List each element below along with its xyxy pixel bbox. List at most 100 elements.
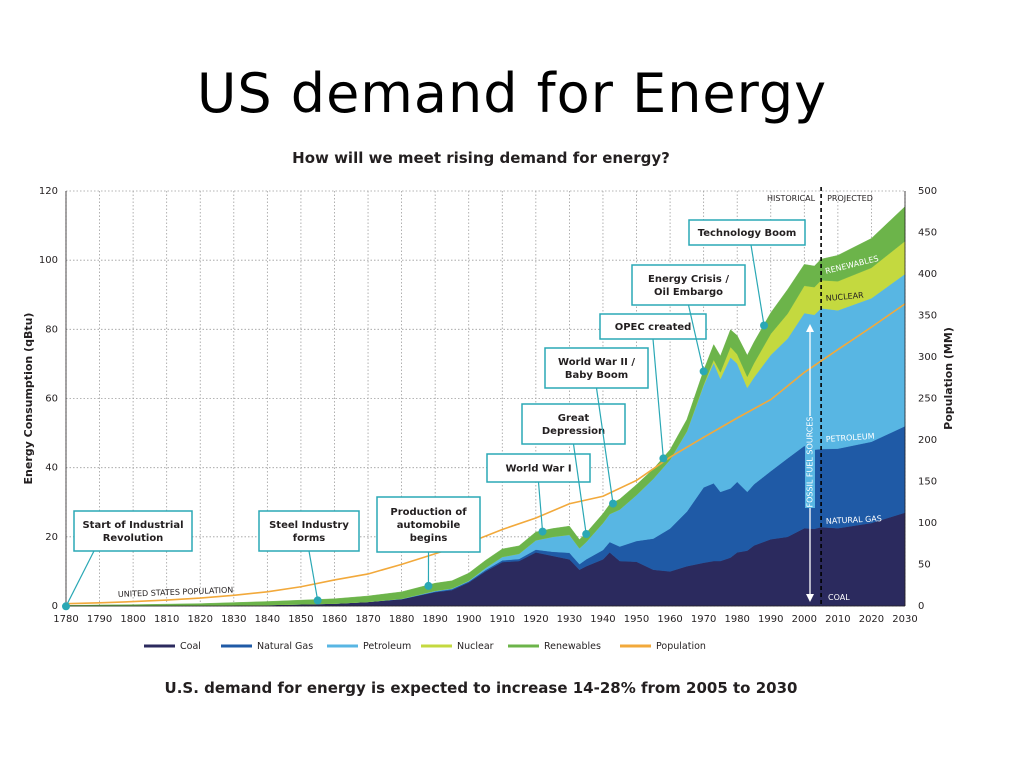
x-tick-label: 1890 bbox=[422, 614, 447, 625]
y-tick-label: 60 bbox=[45, 394, 58, 405]
callout-text: forms bbox=[293, 533, 326, 544]
callout-dot bbox=[760, 321, 769, 330]
x-tick-label: 1930 bbox=[557, 614, 582, 625]
y2-tick-label: 450 bbox=[918, 228, 937, 239]
callout-text: Start of Industrial bbox=[82, 520, 183, 531]
y-axis-title: Energy Consumption (qBtu) bbox=[22, 313, 35, 485]
petroleum-band-label: PETROLEUM bbox=[826, 432, 875, 444]
callout-dot bbox=[582, 530, 591, 539]
callout-dot bbox=[424, 581, 433, 590]
natural-gas-band-label: NATURAL GAS bbox=[826, 514, 882, 526]
legend-label: Coal bbox=[180, 641, 201, 652]
callout-dot bbox=[62, 602, 70, 611]
legend-item: Petroleum bbox=[327, 641, 411, 652]
population-line bbox=[65, 303, 906, 605]
callout-dot bbox=[659, 454, 668, 463]
callout-box bbox=[73, 510, 193, 552]
x-tick-label: 1820 bbox=[188, 614, 213, 625]
callout-box bbox=[486, 453, 591, 483]
callout-leader bbox=[572, 443, 587, 535]
callout-text: World War II / bbox=[558, 357, 635, 368]
callout-box bbox=[521, 403, 626, 445]
y2-tick-label: 250 bbox=[918, 394, 937, 405]
x-tick-label: 1790 bbox=[87, 614, 112, 625]
callout-box bbox=[258, 510, 360, 552]
callout: World War I bbox=[486, 453, 591, 536]
x-tick-label: 1870 bbox=[355, 614, 380, 625]
fossil-fuel-label: FOSSIL FUEL SOURCES bbox=[806, 416, 815, 507]
x-tick-label: 1970 bbox=[691, 614, 716, 625]
x-tick-label: 1780 bbox=[53, 614, 78, 625]
x-tick-label: 1860 bbox=[322, 614, 347, 625]
callout-dot bbox=[609, 499, 618, 508]
callout-text: automobile bbox=[397, 520, 461, 531]
x-tick-label: 1830 bbox=[221, 614, 246, 625]
energy-chart: How will we meet rising demand for energ… bbox=[22, 149, 955, 697]
legend-item: Coal bbox=[144, 641, 201, 652]
callout-box bbox=[544, 347, 649, 389]
callout-text: Baby Boom bbox=[565, 370, 628, 381]
x-tick-label: 1800 bbox=[120, 614, 145, 625]
y2-tick-label: 0 bbox=[918, 601, 924, 612]
x-tick-label: 2030 bbox=[892, 614, 917, 625]
callout-dot bbox=[313, 596, 322, 605]
y-tick-label: 20 bbox=[45, 532, 58, 543]
y2-tick-label: 100 bbox=[918, 518, 937, 529]
fossil-label-bg bbox=[805, 416, 815, 508]
callout-text: Great bbox=[558, 413, 590, 424]
y2-tick-label: 350 bbox=[918, 311, 937, 322]
callout-text: Technology Boom bbox=[698, 228, 797, 239]
x-tick-label: 1950 bbox=[624, 614, 649, 625]
legend-label: Renewables bbox=[544, 641, 601, 652]
x-tick-label: 2010 bbox=[825, 614, 850, 625]
callout-text: Revolution bbox=[103, 533, 164, 544]
callout: World War II / Baby Boom bbox=[544, 347, 649, 508]
callout-text: Energy Crisis / bbox=[648, 274, 729, 285]
historical-label: HISTORICAL bbox=[767, 194, 816, 203]
callout-leader bbox=[652, 338, 664, 459]
coal-band-label: COAL bbox=[828, 593, 850, 602]
callout-box bbox=[631, 264, 746, 306]
legend-label: Petroleum bbox=[363, 641, 411, 652]
callout-text: Oil Embargo bbox=[654, 287, 723, 298]
callout: Start of Industrial Revolution bbox=[62, 510, 193, 611]
legend-item: Natural Gas bbox=[221, 641, 313, 652]
y-tick-label: 40 bbox=[45, 463, 58, 474]
x-tick-label: 1920 bbox=[523, 614, 548, 625]
x-tick-label: 1940 bbox=[590, 614, 615, 625]
callout-leader bbox=[308, 550, 319, 601]
fossil-arrow-head-down bbox=[806, 594, 814, 602]
projected-label: PROJECTED bbox=[827, 194, 873, 203]
y2-tick-label: 200 bbox=[918, 435, 937, 446]
y-tick-label: 0 bbox=[52, 601, 58, 612]
y2-tick-label: 50 bbox=[918, 560, 931, 571]
callout-dot bbox=[538, 527, 547, 536]
population-line-label: UNITED STATES POPULATION bbox=[118, 586, 234, 599]
callout-box bbox=[599, 313, 707, 340]
nuclear-band-label: NUCLEAR bbox=[825, 291, 864, 303]
fossil-arrow-head-up bbox=[806, 324, 814, 332]
y2-tick-label: 150 bbox=[918, 477, 937, 488]
y-tick-label: 80 bbox=[45, 324, 58, 335]
x-tick-label: 1990 bbox=[758, 614, 783, 625]
callout: OPEC created bbox=[599, 313, 707, 463]
annotation-callouts: Start of Industrial Revolution Steel Indus… bbox=[62, 219, 806, 611]
callout-text: Production of bbox=[390, 507, 467, 518]
legend: Coal Natural Gas Petroleum Nuclear Renewable… bbox=[144, 641, 706, 652]
callout-text: Steel Industry bbox=[269, 520, 349, 531]
legend-item: Renewables bbox=[508, 641, 601, 652]
callout-leader bbox=[687, 304, 705, 372]
callout-text: World War I bbox=[505, 464, 571, 475]
x-tick-label: 2000 bbox=[792, 614, 817, 625]
y-tick-label: 100 bbox=[39, 255, 58, 266]
callout-leader bbox=[65, 550, 95, 607]
x-tick-label: 1810 bbox=[154, 614, 179, 625]
x-tick-label: 1960 bbox=[657, 614, 682, 625]
callout: Great Depression bbox=[521, 403, 626, 539]
callout: Energy Crisis / Oil Embargo bbox=[631, 264, 746, 376]
callout-text: begins bbox=[410, 533, 448, 544]
callout: Technology Boom bbox=[688, 219, 806, 330]
x-tick-label: 1840 bbox=[255, 614, 280, 625]
x-tick-label: 1900 bbox=[456, 614, 481, 625]
legend-item: Population bbox=[620, 641, 706, 652]
